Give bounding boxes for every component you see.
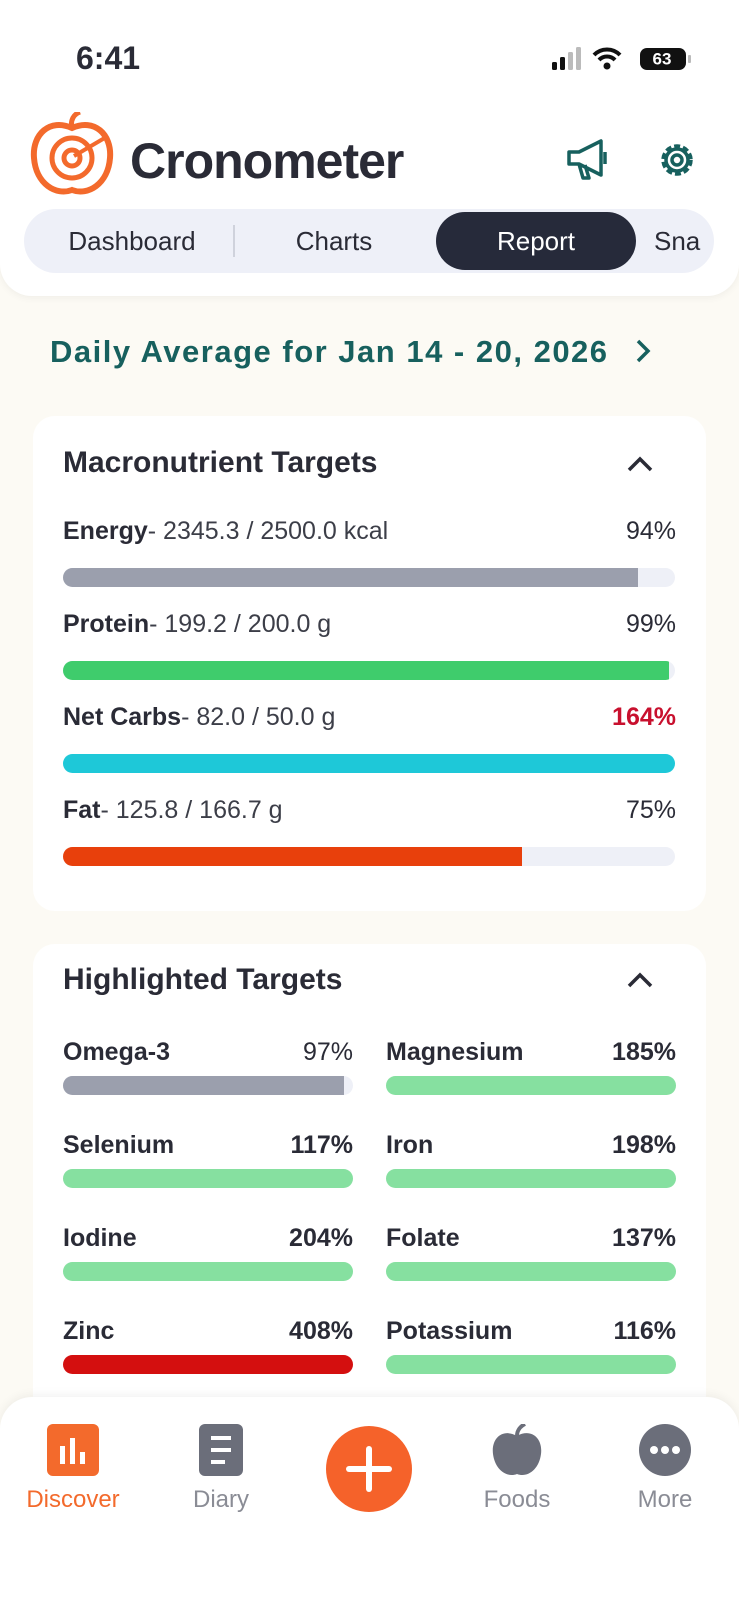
nutrient-name: Potassium (386, 1317, 513, 1345)
date-range-title[interactable]: Daily Average for Jan 14 - 20, 2026 (50, 334, 653, 370)
macronutrient-card: Macronutrient Targets Energy- 2345.3 / 25… (33, 416, 706, 911)
progress-bar (63, 754, 675, 773)
progress-bar (63, 661, 669, 680)
card-title: Macronutrient Targets (63, 446, 378, 479)
nav-icon[interactable] (639, 1424, 691, 1478)
status-time: 6:41 (76, 40, 141, 76)
nutrient-name: Energy (63, 517, 148, 545)
progress-bar (386, 1262, 676, 1281)
nutrient-label: Energy- 2345.3 / 2500.0 kcal (63, 517, 388, 546)
nav-icon[interactable] (491, 1424, 543, 1478)
tab-bar: Dashboard Charts Report Sna (24, 209, 714, 273)
status-icons: 63 (552, 47, 691, 70)
date-range-text: Daily Average for Jan 14 - 20, 2026 (50, 334, 609, 369)
nav-label[interactable]: More (637, 1486, 693, 1513)
app-name: Cronometer (130, 133, 404, 189)
tab[interactable]: Sna (654, 226, 701, 256)
nutrient-amount: - 82.0 / 50.0 g (181, 703, 336, 731)
nutrient-name: Selenium (63, 1131, 175, 1159)
progress-bar (63, 568, 639, 587)
nutrient-label: Net Carbs- 82.0 / 50.0 g (63, 703, 335, 732)
progress-track (63, 1076, 353, 1095)
tab[interactable]: Charts (295, 226, 373, 256)
nav-icon[interactable] (195, 1424, 247, 1478)
progress-track (63, 847, 675, 866)
tab-divider (233, 225, 235, 257)
nutrient-label: Protein- 199.2 / 200.0 g (63, 610, 331, 639)
progress-track (63, 1262, 353, 1281)
nav-icon[interactable] (47, 1424, 99, 1478)
percent-label: 198% (612, 1131, 676, 1159)
nutrient-name: Omega-3 (63, 1038, 170, 1066)
nutrient-name: Net Carbs (63, 703, 182, 731)
nav-label[interactable]: Foods (483, 1486, 551, 1513)
nutrient-name: Protein (63, 610, 150, 638)
nav-label[interactable]: Discover (26, 1486, 120, 1513)
tab[interactable]: Report (436, 212, 636, 270)
progress-bar (63, 1076, 345, 1095)
percent-label: 137% (612, 1224, 676, 1252)
settings-button[interactable] (655, 138, 699, 182)
percent-label: 97% (302, 1038, 353, 1066)
progress-bar (63, 1355, 353, 1374)
percent-label: 185% (612, 1038, 676, 1066)
nutrient-name: Magnesium (386, 1038, 524, 1066)
nav-label[interactable]: Diary (192, 1486, 249, 1513)
collapse-button[interactable] (625, 970, 655, 990)
progress-track (386, 1355, 676, 1374)
chevron-right (636, 339, 651, 363)
progress-track (386, 1169, 676, 1188)
progress-track (63, 1355, 353, 1374)
nutrient-amount: - 125.8 / 166.7 g (100, 796, 283, 824)
nutrient-name: Zinc (63, 1317, 115, 1345)
tab[interactable]: Dashboard (68, 226, 196, 256)
percent-label: 116% (613, 1317, 676, 1345)
progress-track (63, 661, 675, 680)
percent-label: 204% (289, 1224, 353, 1252)
nutrient-name: Fat (63, 796, 101, 824)
nutrient-name: Iodine (63, 1224, 137, 1252)
percent-label: 408% (289, 1317, 353, 1345)
progress-bar (386, 1355, 676, 1374)
add-button[interactable] (325, 1425, 413, 1513)
battery-level: 63 (653, 50, 672, 69)
progress-track (386, 1262, 676, 1281)
highlighted-card: Highlighted Targets Omega-3 97% Magnesium 18… (33, 944, 706, 1444)
percent-label: 75% (625, 796, 676, 824)
nutrient-amount: - 199.2 / 200.0 g (149, 610, 332, 638)
progress-bar (63, 1169, 353, 1188)
progress-track (63, 754, 675, 773)
percent-label: 117% (290, 1131, 353, 1159)
progress-track (63, 568, 675, 587)
app-logo (30, 112, 114, 195)
card-title: Highlighted Targets (63, 963, 343, 996)
progress-track (63, 1169, 353, 1188)
collapse-button[interactable] (625, 454, 655, 474)
announcements-button[interactable] (565, 138, 611, 180)
nutrient-name: Folate (386, 1224, 460, 1252)
nutrient-amount: - 2345.3 / 2500.0 kcal (147, 517, 389, 545)
percent-label: 164% (612, 703, 676, 731)
progress-bar (63, 1262, 353, 1281)
progress-bar (63, 847, 522, 866)
percent-label: 94% (625, 517, 676, 545)
progress-bar (386, 1076, 676, 1095)
progress-track (386, 1076, 676, 1095)
percent-label: 99% (625, 610, 676, 638)
nutrient-name: Iron (386, 1131, 434, 1159)
progress-bar (386, 1169, 676, 1188)
nutrient-label: Fat- 125.8 / 166.7 g (63, 796, 283, 825)
